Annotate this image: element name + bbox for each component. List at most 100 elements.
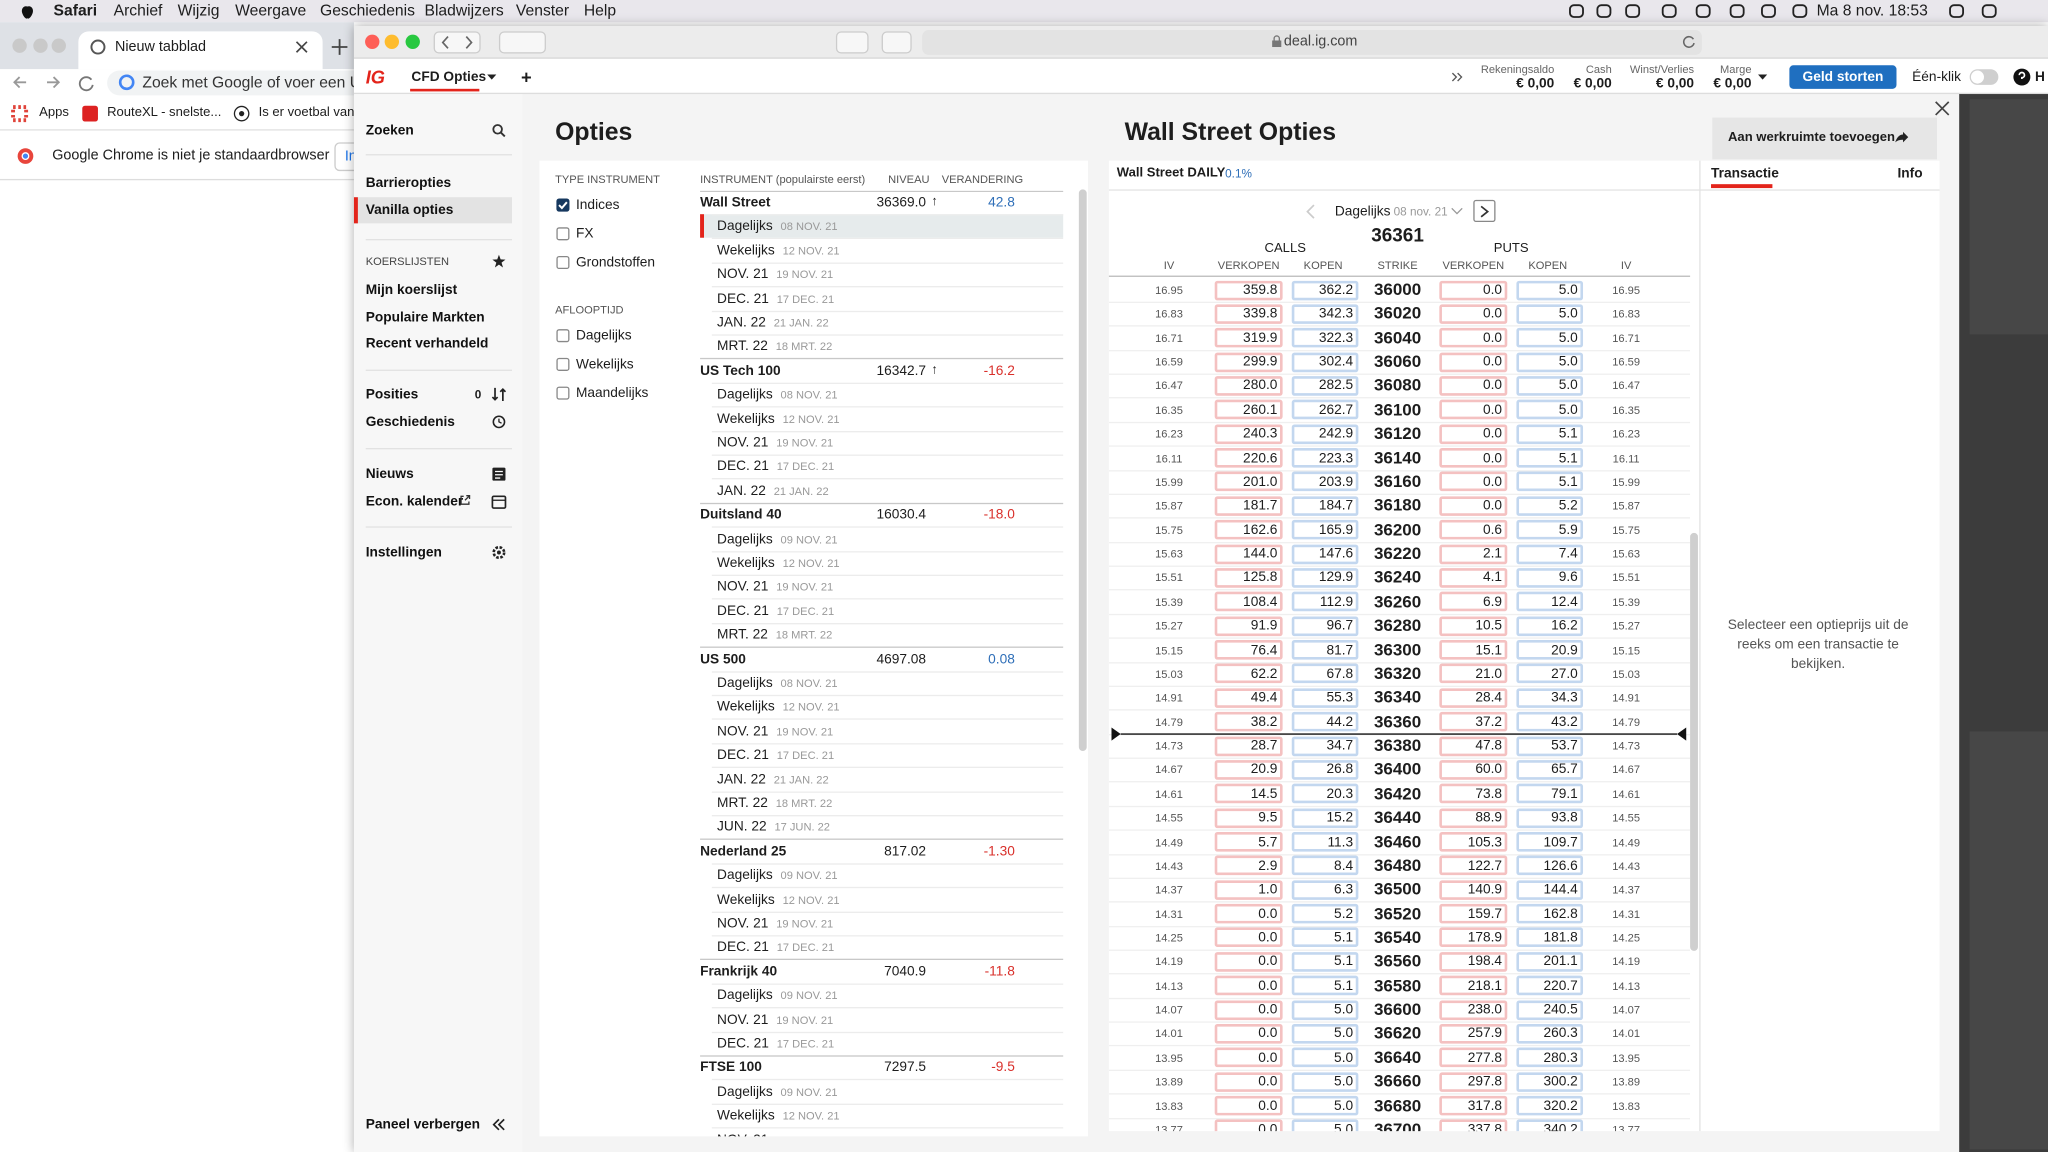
price-cell[interactable] xyxy=(1516,472,1584,492)
omnibox[interactable] xyxy=(107,70,369,96)
price-cell[interactable] xyxy=(1439,879,1508,900)
hide-panel[interactable]: Paneel verbergen xyxy=(365,1116,481,1133)
price-cell[interactable] xyxy=(1439,927,1508,948)
collapse-chevrons[interactable] xyxy=(1451,72,1463,82)
price-cell[interactable] xyxy=(1291,304,1359,324)
type-option[interactable]: Grondstoffen xyxy=(575,254,656,271)
checkbox[interactable] xyxy=(556,357,570,371)
price-cell[interactable] xyxy=(1439,280,1508,300)
price-cell[interactable] xyxy=(1291,616,1359,636)
price-cell[interactable] xyxy=(1291,1023,1359,1044)
chrome-tab[interactable] xyxy=(78,31,323,70)
price-cell[interactable] xyxy=(1439,400,1508,420)
watchlist-link[interactable]: Mijn koerslijst xyxy=(365,282,458,298)
expiry-row[interactable]: DEC. 21 17 DEC. 21 xyxy=(717,746,834,764)
expiry-row[interactable]: Dagelijks 08 NOV. 21 xyxy=(717,386,837,404)
price-cell[interactable] xyxy=(1291,640,1359,660)
expiry-row[interactable]: Wekelijks 12 NOV. 21 xyxy=(717,1107,840,1125)
sidebar-link[interactable]: Barrieropties xyxy=(365,175,452,191)
price-cell[interactable] xyxy=(1439,424,1508,444)
price-cell[interactable] xyxy=(1516,807,1584,828)
price-cell[interactable] xyxy=(1291,712,1359,732)
price-cell[interactable] xyxy=(1214,616,1283,636)
price-cell[interactable] xyxy=(1516,712,1584,732)
price-cell[interactable] xyxy=(1439,784,1508,804)
price-cell[interactable] xyxy=(1516,784,1584,804)
price-cell[interactable] xyxy=(1516,496,1584,516)
price-cell[interactable] xyxy=(1291,688,1359,708)
instrument-name[interactable]: Nederland 25 xyxy=(700,843,787,860)
price-cell[interactable] xyxy=(1439,1071,1508,1092)
price-cell[interactable] xyxy=(1439,1047,1508,1068)
tab-close[interactable] xyxy=(295,40,308,53)
price-cell[interactable] xyxy=(1439,831,1508,852)
expiry-row[interactable]: Wekelijks 12 NOV. 21 xyxy=(717,554,840,572)
price-cell[interactable] xyxy=(1516,328,1584,348)
price-cell[interactable] xyxy=(1214,496,1283,516)
price-cell[interactable] xyxy=(1291,879,1359,900)
expiry-caret[interactable] xyxy=(1451,207,1463,216)
nav-buttons[interactable] xyxy=(13,74,97,92)
price-cell[interactable] xyxy=(1214,927,1283,948)
menu-item[interactable]: Weergave xyxy=(235,1,307,20)
expiry-row[interactable]: NOV. 21 19 NOV. 21 xyxy=(717,1010,833,1028)
price-cell[interactable] xyxy=(1214,688,1283,708)
settings-icon[interactable] xyxy=(492,545,506,560)
price-cell[interactable] xyxy=(1291,496,1359,516)
instrument-name[interactable]: US 500 xyxy=(700,651,746,667)
price-cell[interactable] xyxy=(1214,304,1283,324)
price-cell[interactable] xyxy=(1439,1023,1508,1044)
price-cell[interactable] xyxy=(1516,927,1584,948)
tab[interactable]: Transactie xyxy=(1711,165,1779,182)
safari-url-field[interactable] xyxy=(922,30,1702,55)
price-cell[interactable] xyxy=(1439,855,1508,876)
history-link[interactable]: Geschiedenis xyxy=(365,414,455,430)
expiry-row[interactable]: Dagelijks 08 NOV. 21 xyxy=(717,674,837,692)
watchlist-link[interactable]: Populaire Markten xyxy=(365,309,485,326)
star-icon[interactable] xyxy=(492,254,506,268)
price-cell[interactable] xyxy=(1214,712,1283,732)
price-cell[interactable] xyxy=(1291,807,1359,828)
expiry-row[interactable]: JUN. 22 17 JUN. 22 xyxy=(717,818,830,836)
price-cell[interactable] xyxy=(1516,951,1584,972)
reload[interactable] xyxy=(1682,35,1695,48)
checkbox[interactable] xyxy=(556,198,570,212)
price-cell[interactable] xyxy=(1516,1071,1584,1092)
price-cell[interactable] xyxy=(1439,640,1508,660)
price-cell[interactable] xyxy=(1291,760,1359,780)
price-cell[interactable] xyxy=(1214,472,1283,492)
price-cell[interactable] xyxy=(1516,975,1584,996)
price-cell[interactable] xyxy=(1516,568,1584,588)
instrument-name[interactable]: Wall Street xyxy=(700,194,771,211)
price-cell[interactable] xyxy=(1439,352,1508,372)
price-cell[interactable] xyxy=(1516,424,1584,444)
checkbox[interactable] xyxy=(556,255,570,270)
price-cell[interactable] xyxy=(1439,328,1508,348)
bookmark[interactable]: Is er voetbal vanda xyxy=(258,105,369,121)
price-cell[interactable] xyxy=(1291,472,1359,492)
price-cell[interactable] xyxy=(1291,736,1359,756)
expiry-row[interactable]: MRT. 22 18 MRT. 22 xyxy=(717,794,832,812)
price-cell[interactable] xyxy=(1291,352,1359,372)
price-cell[interactable] xyxy=(1214,903,1283,924)
expiry-row[interactable]: JAN. 22 21 JAN. 22 xyxy=(717,313,829,331)
deposit-button[interactable] xyxy=(1789,65,1897,89)
price-cell[interactable] xyxy=(1214,328,1283,348)
price-cell[interactable] xyxy=(1214,951,1283,972)
price-cell[interactable] xyxy=(1516,448,1584,468)
price-cell[interactable] xyxy=(1291,784,1359,804)
price-cell[interactable] xyxy=(1439,496,1508,516)
calendar-link[interactable]: Econ. kalender xyxy=(365,493,464,510)
help-icon[interactable] xyxy=(2013,68,2031,86)
price-cell[interactable] xyxy=(1439,304,1508,324)
price-cell[interactable] xyxy=(1516,879,1584,900)
expiry-row[interactable]: Dagelijks 09 NOV. 21 xyxy=(717,1083,837,1101)
price-cell[interactable] xyxy=(1214,1023,1283,1044)
price-cell[interactable] xyxy=(1439,592,1508,612)
price-cell[interactable] xyxy=(1291,280,1359,300)
price-cell[interactable] xyxy=(1439,448,1508,468)
expiry-row[interactable]: DEC. 21 17 DEC. 21 xyxy=(717,602,834,620)
expiry-row[interactable]: Dagelijks 09 NOV. 21 xyxy=(717,866,837,884)
expiry-row[interactable]: Wekelijks 12 NOV. 21 xyxy=(717,410,840,428)
price-cell[interactable] xyxy=(1516,616,1584,636)
